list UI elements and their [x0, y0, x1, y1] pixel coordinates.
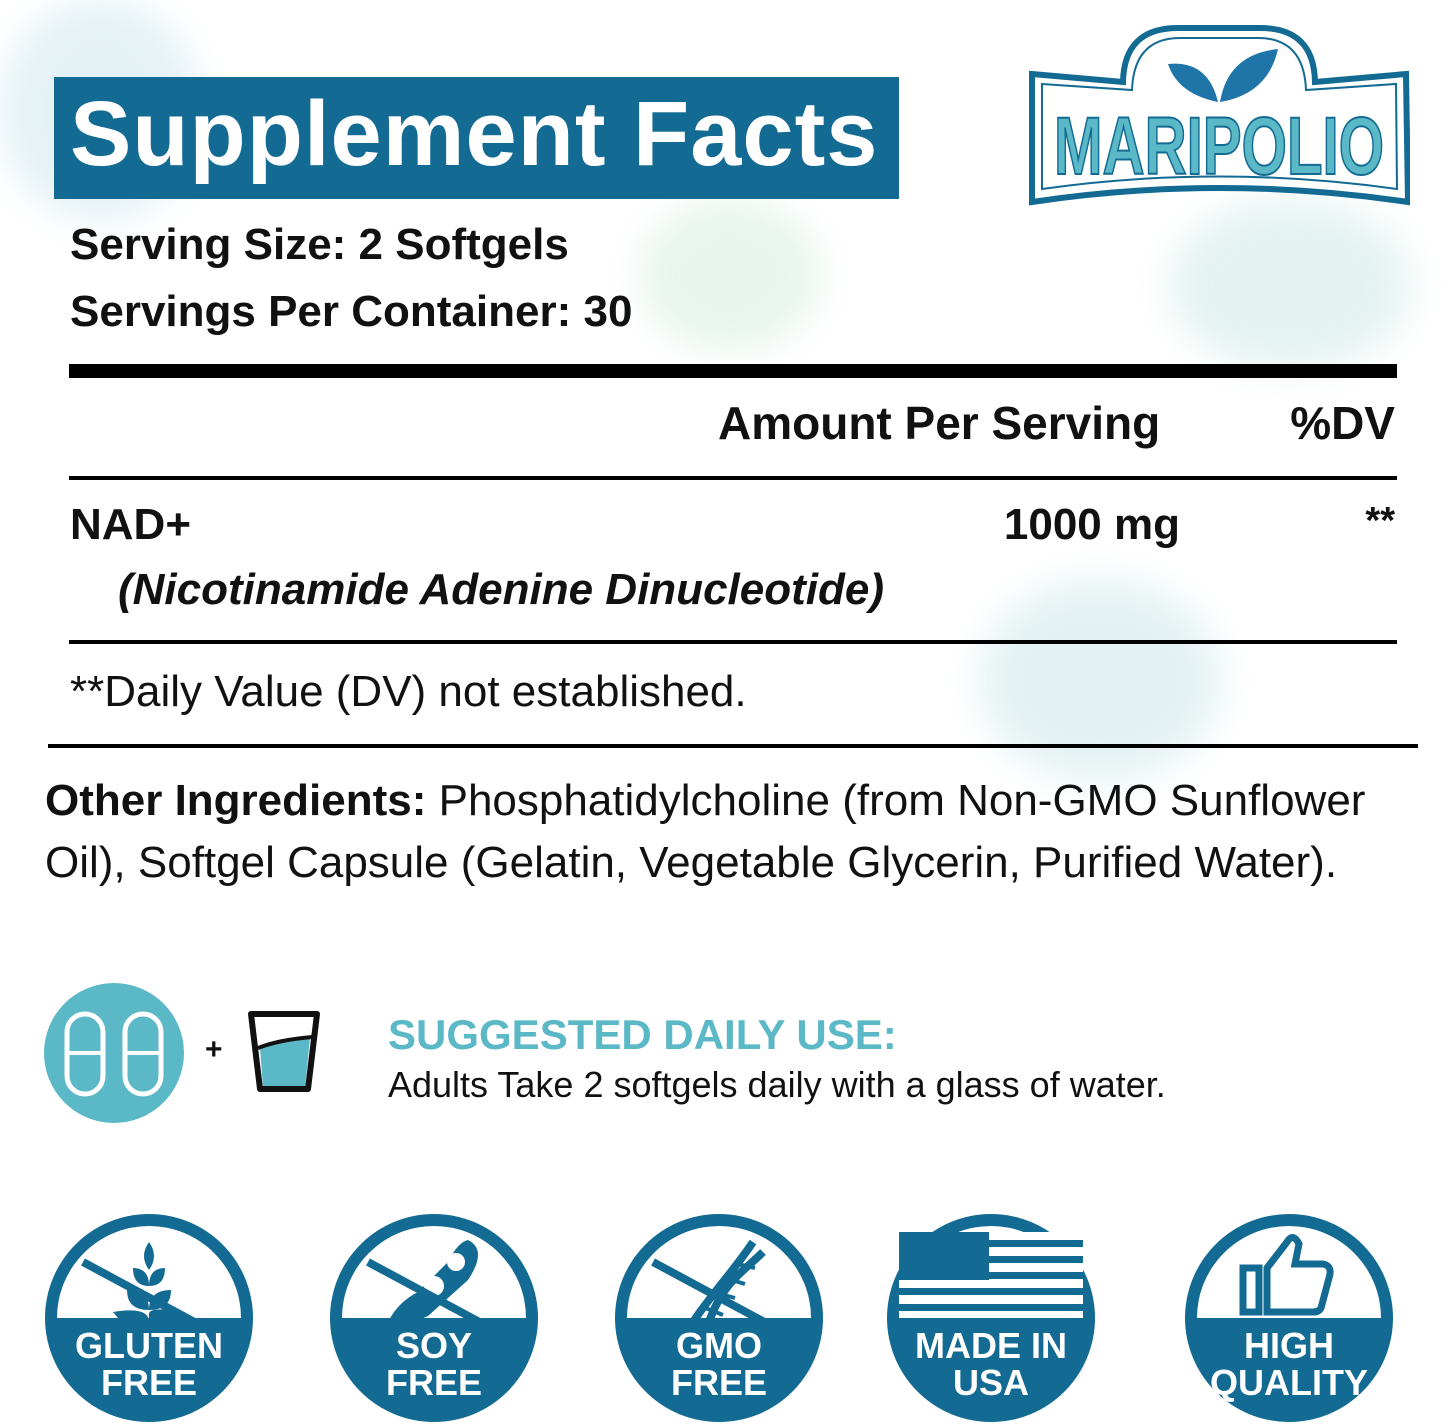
divider [69, 476, 1397, 480]
badge-line2: USA [952, 1362, 1029, 1403]
badge-label: SOY FREE [328, 1327, 540, 1401]
title-banner [54, 77, 899, 199]
badge-label: GLUTEN FREE [43, 1327, 255, 1401]
dv-header: %DV [1290, 397, 1395, 449]
badge-gluten: GLUTEN FREE [43, 1212, 255, 1424]
other-ingredients: Other Ingredients: Phosphatidylcholine (… [45, 776, 1365, 826]
badge-gmo: GMO FREE [613, 1212, 825, 1424]
other-ingredients-label: Other Ingredients: [45, 776, 427, 825]
decorative-blob [1170, 200, 1410, 370]
badge-high: HIGH QUALITY [1183, 1212, 1395, 1424]
badge-label: MADE IN USA [885, 1327, 1097, 1401]
page-title: Supplement Facts [70, 83, 879, 185]
suggested-use-heading: SUGGESTED DAILY USE: [388, 1011, 897, 1058]
dv-footnote: **Daily Value (DV) not established. [70, 667, 747, 716]
decorative-blob [980, 580, 1220, 780]
logo-text: MARIPOLIO [1054, 101, 1384, 192]
thick-divider [69, 364, 1397, 378]
divider [69, 640, 1397, 644]
ingredient-dv: ** [1365, 500, 1395, 542]
servings-per-container: Servings Per Container: 30 [70, 287, 633, 336]
thumbs-up-icon [1185, 1214, 1393, 1422]
badge-line2: QUALITY [1210, 1362, 1368, 1403]
badge-line2: FREE [385, 1362, 482, 1403]
badge-line1: SOY [395, 1325, 473, 1366]
serving-size: Serving Size: 2 Softgels [70, 220, 569, 269]
other-ingredients-line2: Oil), Softgel Capsule (Gelatin, Vegetabl… [45, 838, 1338, 887]
dna-icon [615, 1214, 823, 1422]
badge-label: GMO FREE [613, 1327, 825, 1401]
decorative-blob [640, 200, 820, 350]
amount-per-serving-header: Amount Per Serving [718, 397, 1161, 449]
suggested-use-text: Adults Take 2 softgels daily with a glas… [388, 1064, 1166, 1105]
badge-line2: FREE [670, 1362, 767, 1403]
ingredient-amount: 1000 mg [1003, 500, 1180, 549]
badge-line2: FREE [100, 1362, 197, 1403]
badge-soy: SOY FREE [328, 1212, 540, 1424]
badge-made-in: MADE IN USA [885, 1212, 1097, 1424]
ingredient-subname: (Nicotinamide Adenine Dinucleotide) [118, 565, 884, 614]
other-ingredients-line1: Phosphatidylcholine (from Non-GMO Sunflo… [438, 776, 1366, 825]
wheat-icon [45, 1214, 253, 1422]
ingredient-name: NAD+ [70, 500, 192, 549]
badge-line1: MADE IN [915, 1325, 1067, 1366]
maripolio-logo: MARIPOLIO [1029, 25, 1410, 206]
divider [48, 744, 1418, 748]
softgels-icon [44, 983, 184, 1123]
badge-line1: GLUTEN [75, 1325, 223, 1366]
us-flag-icon [887, 1214, 1095, 1422]
badge-line1: GMO [676, 1325, 762, 1366]
water-glass-icon [248, 1011, 320, 1092]
badge-label: HIGH QUALITY [1183, 1327, 1395, 1401]
badge-line1: HIGH [1244, 1325, 1334, 1366]
soybean-icon [330, 1214, 538, 1422]
plus-sign: + [205, 1033, 223, 1066]
